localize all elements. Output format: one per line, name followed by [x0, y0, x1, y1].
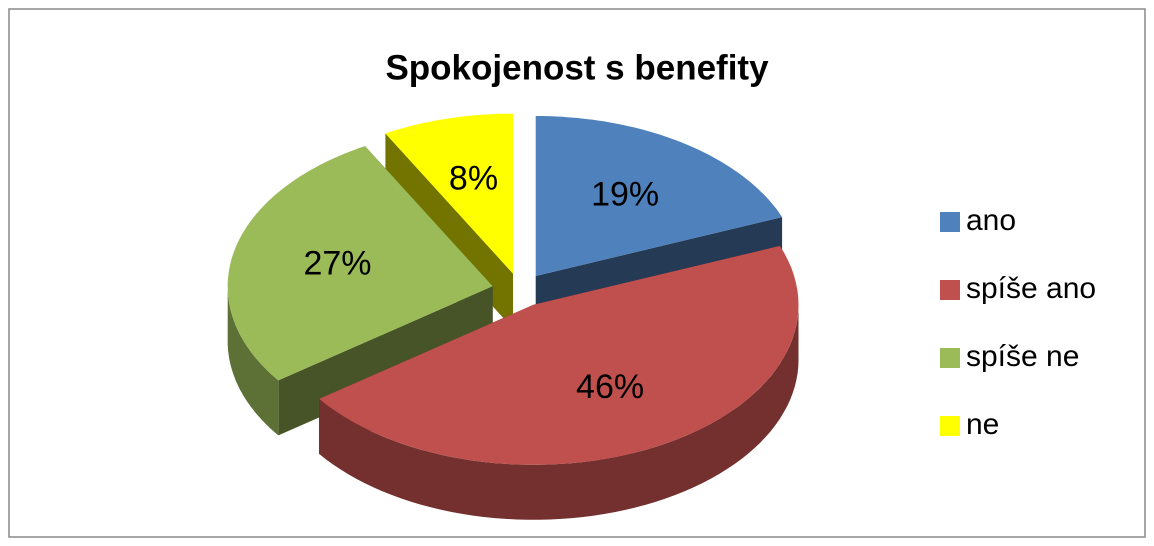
slice — [227, 146, 493, 381]
legend-swatch — [940, 280, 960, 300]
chart-title: Spokojenost s benefity — [385, 48, 769, 87]
legend-swatch — [940, 348, 960, 368]
legend-swatch — [940, 212, 960, 232]
data-label: 8% — [449, 160, 498, 198]
slice — [535, 116, 783, 276]
slice-wall — [319, 304, 799, 520]
slice — [385, 113, 513, 274]
legend-label: spíše ne — [966, 340, 1079, 373]
legend-swatch — [940, 416, 960, 436]
slice — [319, 245, 799, 465]
data-label: 19% — [591, 176, 659, 214]
slice-wall — [227, 286, 279, 436]
legend-label: ano — [966, 204, 1016, 237]
legend-label: ne — [966, 408, 999, 441]
data-label: 46% — [576, 368, 644, 406]
data-label: 27% — [303, 244, 371, 282]
legend-label: spíše ano — [966, 272, 1096, 305]
